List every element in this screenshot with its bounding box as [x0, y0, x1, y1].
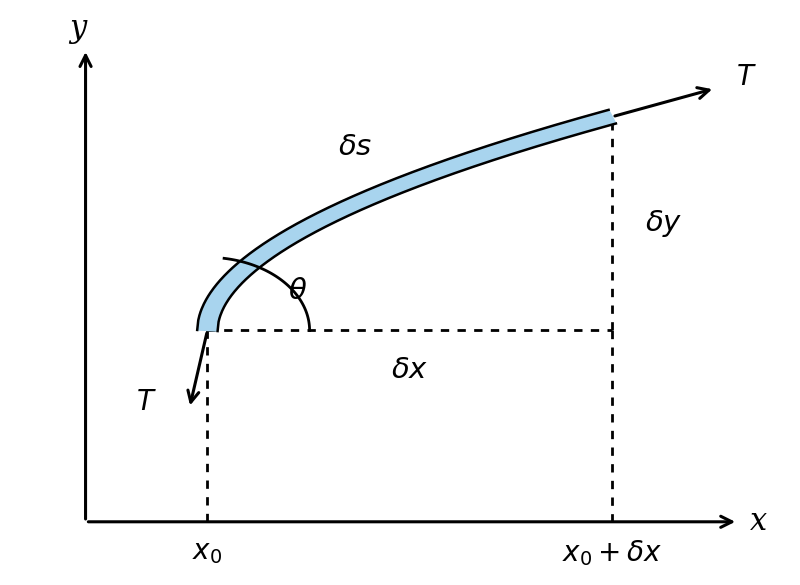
Text: $\theta$: $\theta$: [288, 277, 307, 305]
Text: $\delta x$: $\delta x$: [391, 356, 429, 384]
Text: $x_0$: $x_0$: [192, 539, 222, 566]
Text: $T$: $T$: [736, 64, 757, 91]
Text: y: y: [69, 12, 86, 43]
Text: $\delta y$: $\delta y$: [645, 208, 682, 239]
Polygon shape: [198, 110, 616, 331]
Text: $x_0 + \delta x$: $x_0 + \delta x$: [562, 538, 662, 567]
Text: $\delta s$: $\delta s$: [338, 133, 373, 161]
Text: x: x: [750, 506, 767, 537]
Text: $T$: $T$: [136, 389, 157, 416]
